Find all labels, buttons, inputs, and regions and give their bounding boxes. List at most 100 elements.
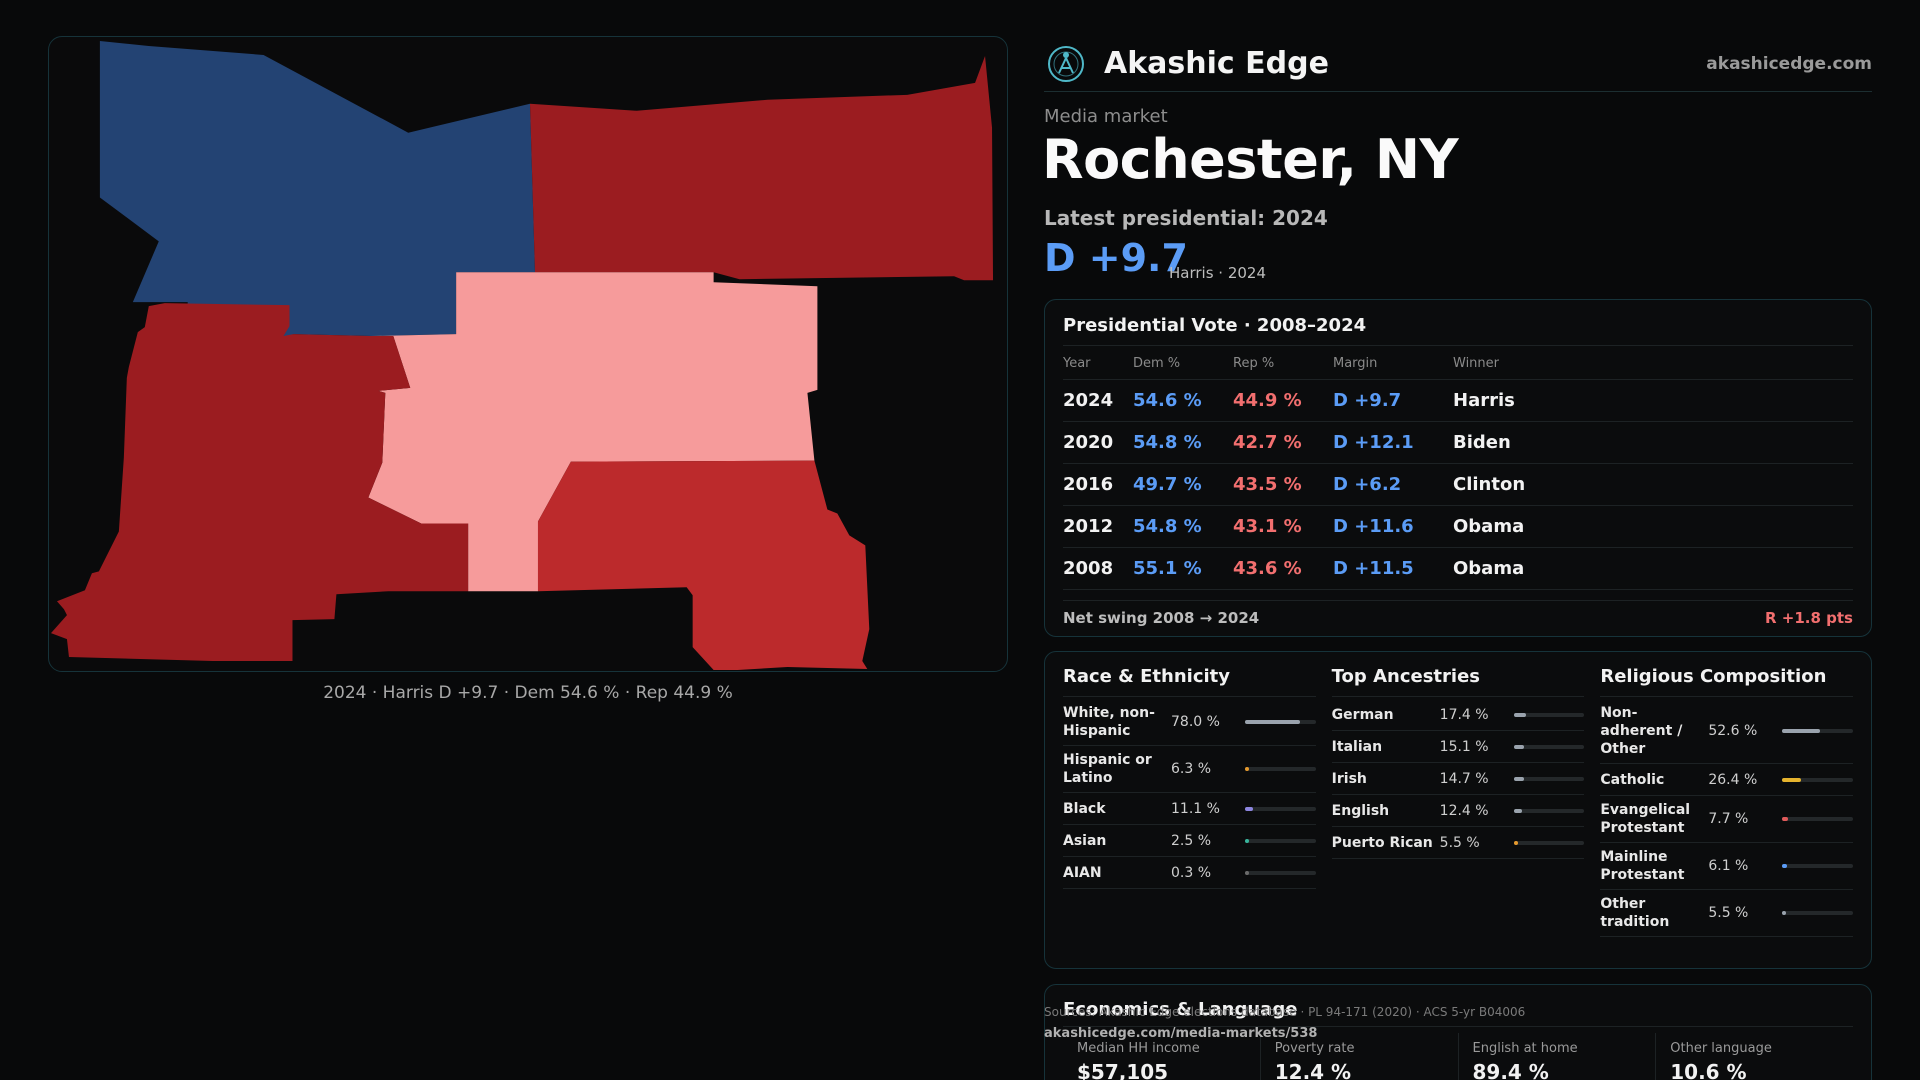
county-map[interactable]: [48, 36, 1008, 672]
table-row: 2012 54.8 % 43.1 % D +11.6 Obama: [1063, 505, 1853, 548]
stat-value: 0.3 %: [1171, 864, 1212, 881]
race-ethnicity-column: Race & Ethnicity White, non-Hispanic 78.0…: [1063, 666, 1316, 954]
stat-label: Black: [1063, 800, 1106, 817]
econ-label: Median HH income: [1077, 1041, 1200, 1056]
stat-bar: [1245, 806, 1316, 811]
stat-bar: [1245, 767, 1316, 771]
presidential-vote-table: Year Dem % Rep % Margin Winner 2024 54.6…: [1063, 352, 1853, 590]
cell-dem: 49.7 %: [1133, 463, 1233, 506]
stat-bar-fill: [1513, 840, 1518, 845]
stat-label: Catholic: [1600, 771, 1665, 788]
economics-card: Economics & Language Median HH income $5…: [1044, 984, 1872, 1080]
header-dem: Dem %: [1133, 352, 1233, 380]
stat-row: German 17.4 %: [1331, 699, 1585, 731]
cell-dem: 55.1 %: [1133, 547, 1233, 590]
presidential-vote-card: Presidential Vote · 2008–2024 Year Dem %…: [1044, 299, 1872, 637]
stat-bar-fill: [1245, 870, 1249, 875]
cell-year: 2020: [1063, 421, 1133, 464]
stat-bar-fill: [1513, 808, 1523, 813]
econ-cell: English at home 89.4 %: [1457, 1033, 1656, 1080]
stat-label: Evangelical Protestant: [1600, 802, 1691, 836]
stat-label: Non-adherent / Other: [1600, 705, 1683, 757]
stat-bar: [1782, 729, 1854, 733]
stat-row: Evangelical Protestant 7.7 %: [1600, 796, 1854, 843]
stat-row: AIAN 0.3 %: [1063, 857, 1316, 889]
stat-value: 6.1 %: [1708, 858, 1749, 874]
stat-label: Hispanic or Latino: [1063, 752, 1152, 786]
header-year: Year: [1063, 352, 1133, 380]
stat-row: Catholic 26.4 %: [1600, 764, 1854, 796]
cell-winner: Harris: [1453, 379, 1853, 422]
header-margin: Margin: [1333, 352, 1453, 380]
cell-year: 2016: [1063, 463, 1133, 506]
brand-header: Akashic Edge akashicedge.com: [1044, 36, 1872, 92]
cell-rep: 43.1 %: [1233, 505, 1333, 548]
brand-url-link[interactable]: akashicedge.com: [1706, 53, 1872, 74]
economics-grid: Median HH income $57,105 Poverty rate 12…: [1063, 1033, 1853, 1080]
stat-bar-fill: [1513, 744, 1525, 749]
cell-margin: D +12.1: [1333, 421, 1453, 464]
net-swing-row: Net swing 2008 → 2024 R +1.8 pts: [1063, 600, 1853, 627]
county-west[interactable]: [50, 303, 469, 662]
stat-bar-fill: [1245, 838, 1249, 843]
cell-rep: 42.7 %: [1233, 421, 1333, 464]
ancestries-column: Top Ancestries German 17.4 % Italian 15.1 %…: [1331, 666, 1585, 954]
race-ethnicity-title: Race & Ethnicity: [1063, 666, 1316, 697]
county-northeast[interactable]: [529, 55, 994, 281]
county-south[interactable]: [537, 460, 870, 671]
latest-presidential-label: Latest presidential: 2024: [1044, 206, 1328, 230]
map-svg: [50, 40, 994, 671]
econ-label: Other language: [1670, 1041, 1772, 1056]
stat-bar: [1245, 720, 1316, 724]
cell-winner: Obama: [1453, 505, 1853, 548]
econ-cell: Other language 10.6 %: [1655, 1033, 1853, 1080]
stat-label: English: [1331, 802, 1390, 819]
stat-value: 2.5 %: [1171, 832, 1212, 849]
page-title: Rochester, NY: [1042, 128, 1459, 191]
county-northwest[interactable]: [99, 40, 535, 340]
sources-url-link[interactable]: akashicedge.com/media-markets/538: [1044, 1026, 1318, 1041]
stat-row: Hispanic or Latino 6.3 %: [1063, 746, 1316, 793]
stat-bar-fill: [1245, 806, 1253, 811]
stat-bar-fill: [1245, 767, 1250, 771]
header-rep: Rep %: [1233, 352, 1333, 380]
stat-value: 11.1 %: [1171, 800, 1220, 817]
stat-value: 15.1 %: [1439, 738, 1489, 755]
religion-title: Religious Composition: [1600, 666, 1854, 697]
stat-bar: [1782, 864, 1854, 868]
stat-row: White, non-Hispanic 78.0 %: [1063, 699, 1316, 746]
brand-name[interactable]: Akashic Edge: [1104, 46, 1329, 81]
stat-row: Irish 14.7 %: [1331, 763, 1585, 795]
presidential-vote-title: Presidential Vote · 2008–2024: [1063, 315, 1853, 346]
globe-network-icon[interactable]: [1046, 44, 1086, 84]
table-header-row: Year Dem % Rep % Margin Winner: [1063, 352, 1853, 380]
stat-bar-fill: [1782, 911, 1787, 915]
stat-row: Asian 2.5 %: [1063, 825, 1316, 857]
stat-bar: [1513, 840, 1585, 845]
cell-rep: 44.9 %: [1233, 379, 1333, 422]
market-eyebrow: Media market: [1044, 106, 1168, 127]
cell-margin: D +6.2: [1333, 463, 1453, 506]
cell-year: 2012: [1063, 505, 1133, 548]
stat-bar-fill: [1245, 720, 1301, 724]
stat-bar-fill: [1513, 712, 1526, 717]
cell-winner: Obama: [1453, 547, 1853, 590]
stat-bar: [1782, 777, 1854, 782]
econ-value: 10.6 %: [1670, 1060, 1747, 1080]
cell-dem: 54.6 %: [1133, 379, 1233, 422]
cell-margin: D +11.6: [1333, 505, 1453, 548]
stat-value: 78.0 %: [1171, 714, 1220, 730]
stat-bar: [1513, 808, 1585, 813]
econ-cell: Median HH income $57,105: [1063, 1033, 1260, 1080]
stat-bar: [1513, 712, 1585, 717]
table-row: 2008 55.1 % 43.6 % D +11.5 Obama: [1063, 547, 1853, 590]
stat-label: German: [1331, 706, 1394, 723]
header-winner: Winner: [1453, 352, 1853, 380]
cell-winner: Biden: [1453, 421, 1853, 464]
stat-label: AIAN: [1063, 864, 1102, 881]
map-caption: 2024 · Harris D +9.7 · Dem 54.6 % · Rep …: [323, 683, 733, 703]
stat-value: 52.6 %: [1708, 723, 1758, 739]
county-central[interactable]: [368, 272, 818, 592]
table-row: 2016 49.7 % 43.5 % D +6.2 Clinton: [1063, 463, 1853, 506]
stat-bar-fill: [1782, 729, 1820, 733]
